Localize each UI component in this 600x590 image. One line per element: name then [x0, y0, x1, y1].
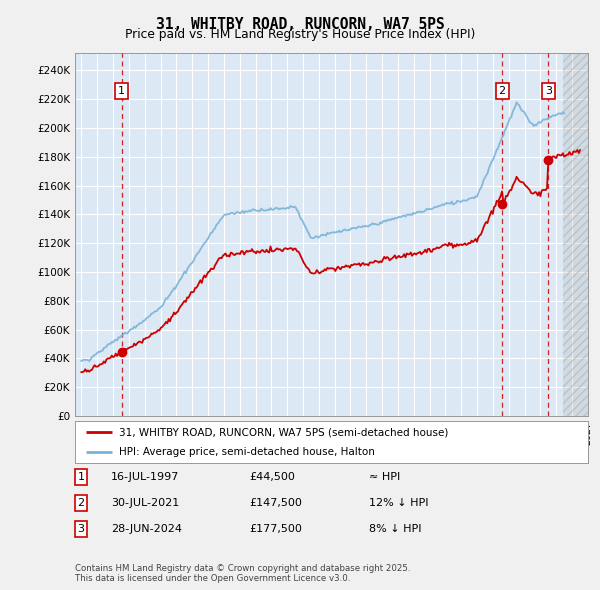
Text: £147,500: £147,500	[249, 498, 302, 507]
Text: 3: 3	[77, 524, 85, 533]
Text: 31, WHITBY ROAD, RUNCORN, WA7 5PS (semi-detached house): 31, WHITBY ROAD, RUNCORN, WA7 5PS (semi-…	[119, 427, 448, 437]
Text: 31, WHITBY ROAD, RUNCORN, WA7 5PS: 31, WHITBY ROAD, RUNCORN, WA7 5PS	[155, 17, 445, 31]
Text: Contains HM Land Registry data © Crown copyright and database right 2025.
This d: Contains HM Land Registry data © Crown c…	[75, 563, 410, 583]
Text: Price paid vs. HM Land Registry's House Price Index (HPI): Price paid vs. HM Land Registry's House …	[125, 28, 475, 41]
Text: 3: 3	[545, 86, 552, 96]
Text: 16-JUL-1997: 16-JUL-1997	[111, 472, 179, 481]
Text: 2: 2	[77, 498, 85, 507]
Text: 28-JUN-2024: 28-JUN-2024	[111, 524, 182, 533]
Text: 12% ↓ HPI: 12% ↓ HPI	[369, 498, 428, 507]
Text: 1: 1	[118, 86, 125, 96]
Bar	[563, 53, 588, 416]
Text: HPI: Average price, semi-detached house, Halton: HPI: Average price, semi-detached house,…	[119, 447, 374, 457]
Text: ≈ HPI: ≈ HPI	[369, 472, 400, 481]
Text: 2: 2	[499, 86, 506, 96]
Text: 1: 1	[77, 472, 85, 481]
Text: 8% ↓ HPI: 8% ↓ HPI	[369, 524, 421, 533]
Bar	[563, 53, 588, 416]
Text: 30-JUL-2021: 30-JUL-2021	[111, 498, 179, 507]
Text: £44,500: £44,500	[249, 472, 295, 481]
Text: £177,500: £177,500	[249, 524, 302, 533]
